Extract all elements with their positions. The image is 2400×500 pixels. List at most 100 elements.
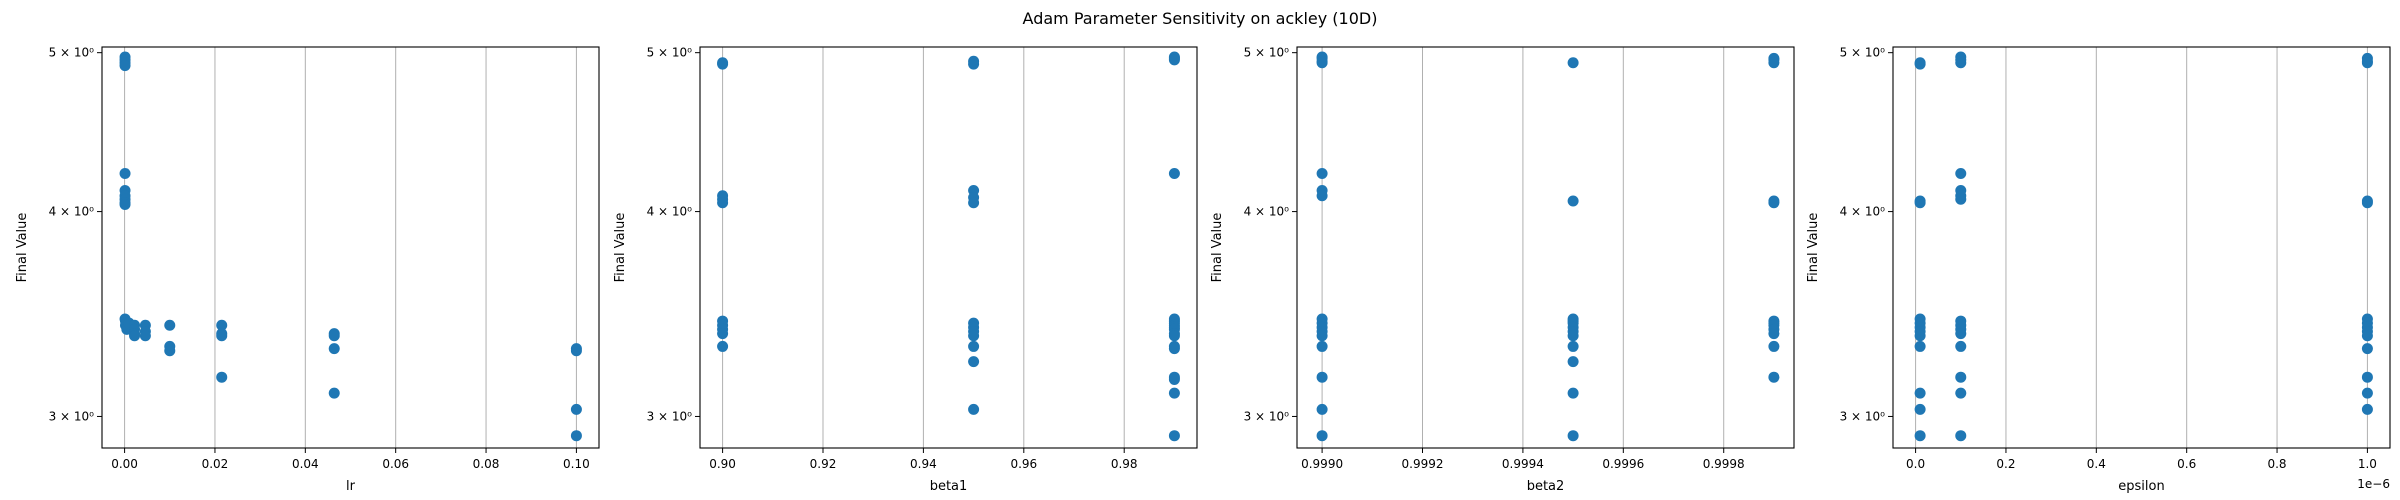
x-tick-label: 0.08 [473, 457, 500, 471]
data-point [1914, 330, 1926, 342]
data-point [968, 197, 980, 209]
scatter-series [717, 51, 1180, 442]
data-point [1955, 340, 1967, 352]
data-point [139, 330, 151, 342]
y-tick-label: 4 × 10⁰ [1244, 205, 1290, 219]
x-tick-label: 0.9994 [1502, 457, 1544, 471]
x-tick-label: 0.0 [1906, 457, 1925, 471]
x-tick-label: 0.9992 [1402, 457, 1444, 471]
data-point [119, 60, 131, 72]
data-point [328, 387, 340, 399]
y-tick-label: 3 × 10⁰ [49, 409, 95, 423]
data-point [717, 328, 729, 340]
data-point [1914, 403, 1926, 415]
data-point [1168, 54, 1180, 66]
axes-frame [1296, 46, 1795, 449]
subplot-beta1: 0.90 0.92 0.94 0.96 0.98 3 × 10⁰ 4 × 10⁰ 5 × 10… [613, 46, 1198, 494]
data-point [1914, 197, 1926, 209]
data-point [1955, 167, 1967, 179]
y-tick-label: 5 × 10⁰ [49, 46, 95, 60]
scatter-series [1316, 51, 1780, 442]
data-point [2361, 403, 2373, 415]
data-point [1168, 330, 1180, 342]
y-tick-label: 5 × 10⁰ [1244, 46, 1290, 60]
x-tick-label: 0.6 [2177, 457, 2196, 471]
y-tick-label: 3 × 10⁰ [1244, 409, 1290, 423]
data-point [968, 340, 980, 352]
x-tick-label: 0.2 [1996, 457, 2015, 471]
x-tick-label: 0.02 [202, 457, 229, 471]
axes-frame [1892, 46, 2391, 449]
x-tick-label: 0.00 [111, 457, 138, 471]
data-point [1567, 387, 1579, 399]
x-tick-label: 0.96 [1010, 457, 1037, 471]
y-axis-label: Final Value [1210, 213, 1225, 283]
axes-frame [699, 46, 1198, 449]
data-point [1316, 340, 1328, 352]
data-point [1316, 430, 1328, 442]
data-point [1768, 57, 1780, 69]
data-point [1316, 330, 1328, 342]
data-point [1567, 195, 1579, 207]
data-point [2361, 371, 2373, 383]
x-tick-label: 0.9996 [1602, 457, 1644, 471]
data-point [216, 371, 228, 383]
data-point [1168, 387, 1180, 399]
x-axis-label: beta1 [930, 479, 968, 494]
data-point [1567, 330, 1579, 342]
x-axis-label: epsilon [2118, 479, 2164, 494]
figure-title: Adam Parameter Sensitivity on ackley (10… [1023, 9, 1378, 28]
data-point [1168, 430, 1180, 442]
axes-frame [101, 46, 600, 449]
data-point [968, 58, 980, 70]
x-tick-label: 0.9990 [1301, 457, 1343, 471]
data-point [1316, 403, 1328, 415]
y-axis-label: Final Value [613, 213, 628, 283]
subplot-lr: 0.00 0.02 0.04 0.06 0.08 0.10 3 × 10⁰ 4 × 10⁰ 5 … [15, 46, 600, 494]
data-point [1914, 387, 1926, 399]
data-point [328, 330, 340, 342]
x-tick-label: 0.8 [2267, 457, 2286, 471]
data-point [968, 330, 980, 342]
x-tick-label: 0.06 [382, 457, 409, 471]
x-offset-label: 1e−6 [2357, 477, 2390, 491]
x-tick-label: 0.10 [563, 457, 590, 471]
data-point [1567, 430, 1579, 442]
data-point [570, 345, 582, 357]
x-tick-label: 0.90 [709, 457, 736, 471]
data-point [1955, 328, 1967, 340]
y-tick-label: 3 × 10⁰ [647, 409, 693, 423]
scatter-series [1914, 51, 2373, 442]
subplot-beta2: 0.9990 0.9992 0.9994 0.9996 0.9998 3 × 10⁰ 4 ×… [1210, 46, 1795, 494]
data-point [1316, 190, 1328, 202]
data-point [216, 330, 228, 342]
data-point [1168, 343, 1180, 355]
x-tick-label: 1.0 [2358, 457, 2377, 471]
data-point [2361, 330, 2373, 342]
x-axis-label: lr [346, 479, 356, 494]
scatter-series [119, 51, 582, 442]
data-point [129, 330, 141, 342]
data-point [1955, 387, 1967, 399]
data-point [2361, 387, 2373, 399]
data-point [2361, 197, 2373, 209]
data-point [1567, 340, 1579, 352]
y-axis-label: Final Value [15, 213, 30, 283]
data-point [164, 345, 176, 357]
data-point [717, 58, 729, 70]
data-point [570, 403, 582, 415]
data-point [216, 319, 228, 331]
data-point [717, 197, 729, 209]
data-point [1567, 356, 1579, 368]
data-point [1768, 371, 1780, 383]
y-tick-label: 5 × 10⁰ [1840, 46, 1886, 60]
data-point [1955, 57, 1967, 69]
data-point [119, 167, 131, 179]
y-axis-label: Final Value [1806, 213, 1821, 283]
data-point [968, 356, 980, 368]
data-point [1567, 57, 1579, 69]
data-point [1768, 197, 1780, 209]
data-point [328, 343, 340, 355]
y-tick-label: 4 × 10⁰ [49, 205, 95, 219]
